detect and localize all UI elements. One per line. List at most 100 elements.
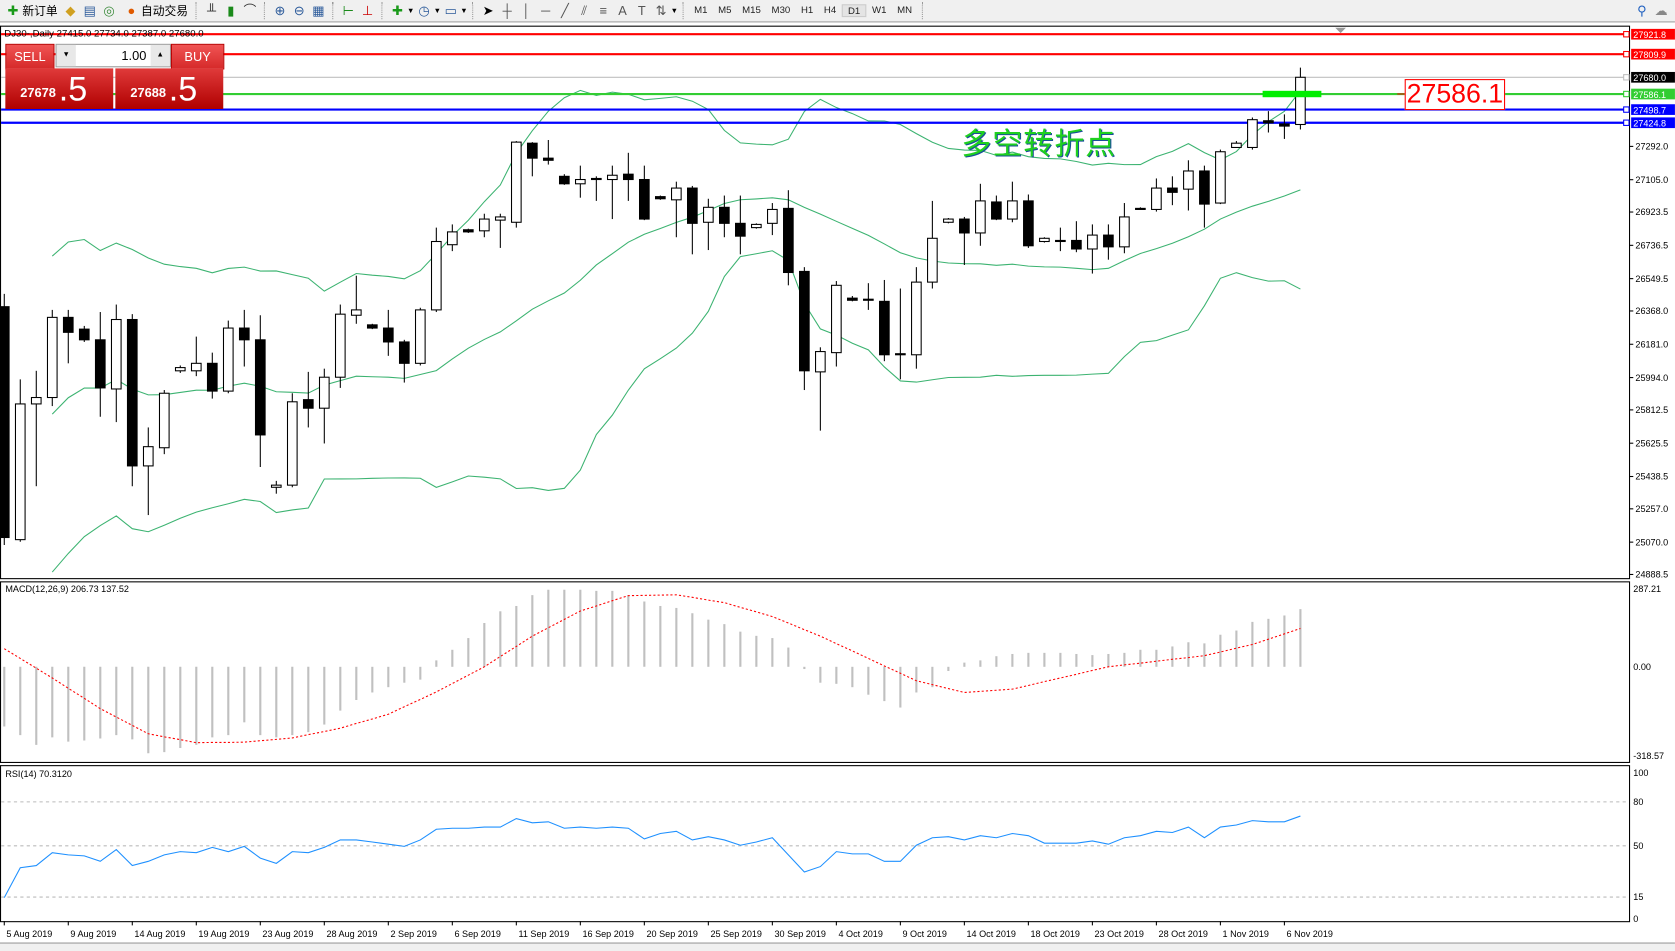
lots-field[interactable]: ▼ 1.00 ▲ (55, 43, 171, 68)
date-tick-label: 28 Oct 2019 (1159, 929, 1208, 939)
separator (471, 2, 474, 20)
bearish-candle (238, 327, 250, 341)
chart-area[interactable]: 27292.0 27105.0 26923.5 26736.5 26549.5 26368… (0, 22, 1675, 943)
fibonacci-icon[interactable]: ≡ (599, 3, 608, 19)
timeframe-m30[interactable]: M30 (771, 4, 791, 15)
bar-chart-icon[interactable]: ╨ (206, 3, 217, 19)
bearish-candle (398, 341, 410, 364)
history-icon[interactable]: ▤ (83, 3, 96, 19)
bullish-candle (975, 200, 986, 234)
date-tick-label: 6 Sep 2019 (454, 929, 500, 939)
chart-shift-icon[interactable]: ⊢ (342, 3, 354, 19)
bearish-candle (366, 324, 378, 329)
lots-increase-button[interactable]: ▲ (150, 44, 170, 67)
main-pane-frame (0, 25, 1631, 580)
bullish-candle (1039, 237, 1050, 243)
text-label-icon[interactable]: T (637, 3, 646, 19)
separator (332, 2, 334, 20)
bearish-candle (863, 298, 874, 301)
chevron-down-icon[interactable]: ▼ (460, 6, 468, 15)
line-chart-icon[interactable]: ⌒ (243, 3, 257, 19)
chevron-down-icon[interactable]: ▼ (433, 6, 442, 15)
bullish-candle (911, 281, 922, 356)
timeframe-h1[interactable]: H1 (800, 4, 814, 15)
templates-icon[interactable]: ▭ (444, 3, 457, 19)
bullish-candle (1231, 142, 1242, 149)
cursor-icon[interactable]: ➤ (482, 3, 494, 19)
rsi-tick-label: 50 (1633, 841, 1643, 851)
bearish-candle (526, 142, 538, 159)
new-order-button[interactable]: ✚ 新订单 (0, 1, 61, 20)
timeframe-d1[interactable]: D1 (841, 4, 867, 18)
timeframe-mn[interactable]: MN (897, 4, 913, 15)
vertical-line-icon[interactable]: │ (522, 3, 531, 19)
chart-title: DJ30-,Daily 27415.0 27734.0 27387.0 2768… (4, 27, 204, 39)
search-icon[interactable]: ⚲ (1637, 3, 1647, 19)
bullish-candle (158, 392, 170, 449)
bullish-candle (751, 223, 762, 229)
date-tick-label: 1 Nov 2019 (1223, 929, 1269, 939)
periods-icon[interactable]: ◷ (418, 3, 430, 19)
date-tick-label: 11 Sep 2019 (518, 929, 569, 939)
bullish-candle (1007, 200, 1018, 220)
auto-trading-button[interactable]: ● 自动交易 (119, 1, 192, 20)
experts-icon[interactable]: ◆ (65, 3, 76, 19)
lots-value[interactable]: 1.00 (121, 48, 147, 64)
date-tick-label: 20 Sep 2019 (646, 929, 697, 939)
lots-decrease-button[interactable]: ▼ (56, 44, 76, 67)
bullish-candle (222, 327, 234, 392)
price-label-object[interactable]: 27586.1 (1404, 79, 1506, 111)
horizontal-line-icon[interactable]: ─ (541, 3, 551, 19)
price-tick-label: 26368.0 (1635, 306, 1668, 316)
timeframe-w1[interactable]: W1 (872, 4, 887, 15)
date-tick-label: 6 Nov 2019 (1287, 929, 1333, 939)
timeframe-m5[interactable]: M5 (718, 4, 732, 15)
bullish-candle (1135, 207, 1146, 210)
autoscroll-icon[interactable]: ⊥ (361, 3, 374, 19)
bullish-candle (1247, 119, 1258, 149)
bullish-candle (14, 403, 26, 541)
line-handle-icon (1623, 31, 1630, 38)
rsi-tick-label: 15 (1633, 892, 1643, 902)
buy-price-box[interactable]: 27688 .5 (115, 68, 224, 109)
bullish-candle (927, 237, 938, 283)
date-tick-label: 23 Oct 2019 (1095, 929, 1144, 939)
sell-button[interactable]: SELL (5, 43, 55, 70)
buy-price-pips: .5 (168, 69, 198, 108)
chevron-down-icon[interactable]: ▼ (406, 6, 415, 15)
community-icon[interactable]: ☁ (1654, 3, 1668, 19)
zoom-out-icon[interactable]: ⊖ (293, 3, 305, 19)
zoom-in-icon[interactable]: ⊕ (274, 3, 286, 19)
bearish-candle (799, 270, 810, 372)
date-tick-label: 16 Sep 2019 (582, 929, 633, 939)
price-tick-label: 26923.5 (1635, 207, 1668, 217)
bullish-candle (1055, 239, 1066, 243)
buy-button[interactable]: BUY (170, 43, 225, 70)
date-tick-label: 23 Aug 2019 (262, 929, 313, 939)
bearish-candle (783, 207, 794, 274)
bullish-candle (46, 316, 58, 399)
tile-windows-icon[interactable]: ▦ (312, 3, 325, 19)
price-tick-label: 24888.5 (1635, 570, 1668, 580)
channel-icon[interactable]: ⫽ (581, 3, 587, 19)
bullish-candle (1183, 170, 1194, 190)
trendline-icon[interactable]: ╱ (561, 3, 569, 19)
annotation-text[interactable]: 多空转折点 (961, 126, 1117, 162)
text-icon[interactable]: A (618, 3, 627, 19)
separator (263, 2, 266, 20)
timeframe-h4[interactable]: H4 (823, 4, 837, 15)
timeframe-m15[interactable]: M15 (742, 4, 761, 15)
price-line-label: 27424.8 (1633, 118, 1666, 128)
timeframe-bar: M1 M5 M15 M30 H1 H4 D1 W1 MN (689, 4, 918, 18)
indicators-icon[interactable]: ✚ (391, 3, 403, 19)
arrows-icon[interactable]: ⇅ (655, 3, 667, 19)
candlestick-icon[interactable]: ▮ (227, 3, 235, 19)
crosshair-icon[interactable]: ┼ (502, 3, 512, 19)
bullish-candle (1087, 234, 1098, 250)
macd-tick-label: 0.00 (1633, 662, 1651, 672)
signal-icon[interactable]: ◎ (103, 3, 115, 19)
chevron-down-icon[interactable]: ▼ (670, 6, 679, 15)
timeframe-m1[interactable]: M1 (694, 4, 708, 15)
sell-price-box[interactable]: 27678 .5 (5, 68, 114, 109)
macd-pane-frame (0, 581, 1631, 763)
